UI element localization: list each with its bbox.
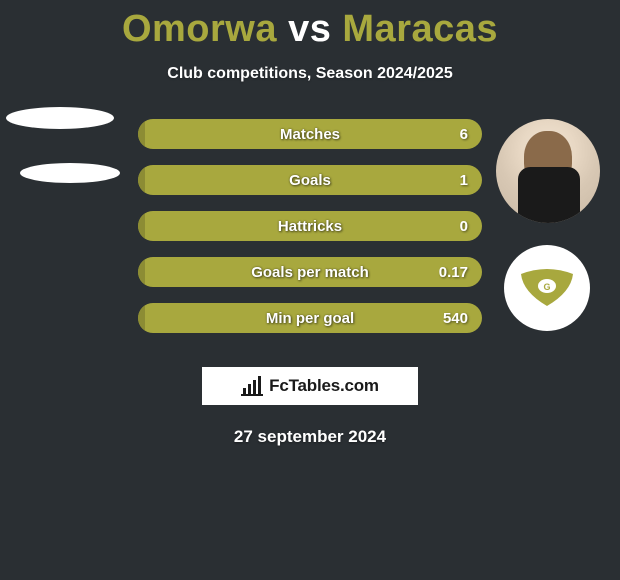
stat-bar-left-fill: [138, 257, 145, 287]
stat-bar-left-fill: [138, 119, 145, 149]
stat-bar-left-fill: [138, 211, 145, 241]
club-a-badge-placeholder: [20, 163, 120, 183]
vs-word: vs: [288, 8, 331, 50]
stat-bar: Goals per match 0.17: [138, 257, 482, 287]
stat-bar: Goals 1: [138, 165, 482, 195]
stat-value-right: 0: [460, 218, 468, 235]
stat-value-right: 0.17: [439, 264, 468, 281]
stat-label: Matches: [280, 126, 340, 143]
stat-label: Goals: [289, 172, 331, 189]
player-b-name: Maracas: [342, 8, 498, 50]
left-avatar-column: [6, 107, 126, 183]
right-avatar-column: G: [496, 119, 606, 331]
svg-text:G: G: [543, 282, 550, 292]
vs-title: Omorwa vs Maracas: [0, 0, 620, 51]
club-b-crest-icon: G: [519, 268, 575, 308]
stat-bar: Matches 6: [138, 119, 482, 149]
stats-block: Matches 6 Goals 1 Hattricks 0 Goals per match 0…: [0, 119, 620, 359]
stat-bar-left-fill: [138, 165, 145, 195]
stat-bars: Matches 6 Goals 1 Hattricks 0 Goals per match 0…: [138, 119, 482, 349]
brand-text: FcTables.com: [269, 376, 379, 396]
stat-label: Goals per match: [251, 264, 369, 281]
stat-bar: Hattricks 0: [138, 211, 482, 241]
player-a-name: Omorwa: [122, 8, 277, 50]
player-b-avatar: [496, 119, 600, 223]
stat-label: Min per goal: [266, 310, 354, 327]
stat-bar: Min per goal 540: [138, 303, 482, 333]
chart-icon: [241, 376, 263, 396]
date-line: 27 september 2024: [0, 427, 620, 447]
stat-value-right: 540: [443, 310, 468, 327]
stat-value-right: 1: [460, 172, 468, 189]
comparison-card: Omorwa vs Maracas Club competitions, Sea…: [0, 0, 620, 580]
club-b-badge: G: [504, 245, 590, 331]
subtitle: Club competitions, Season 2024/2025: [0, 65, 620, 83]
player-a-avatar-placeholder: [6, 107, 114, 129]
brand-badge[interactable]: FcTables.com: [202, 367, 418, 405]
stat-value-right: 6: [460, 126, 468, 143]
stat-bar-left-fill: [138, 303, 145, 333]
stat-label: Hattricks: [278, 218, 342, 235]
